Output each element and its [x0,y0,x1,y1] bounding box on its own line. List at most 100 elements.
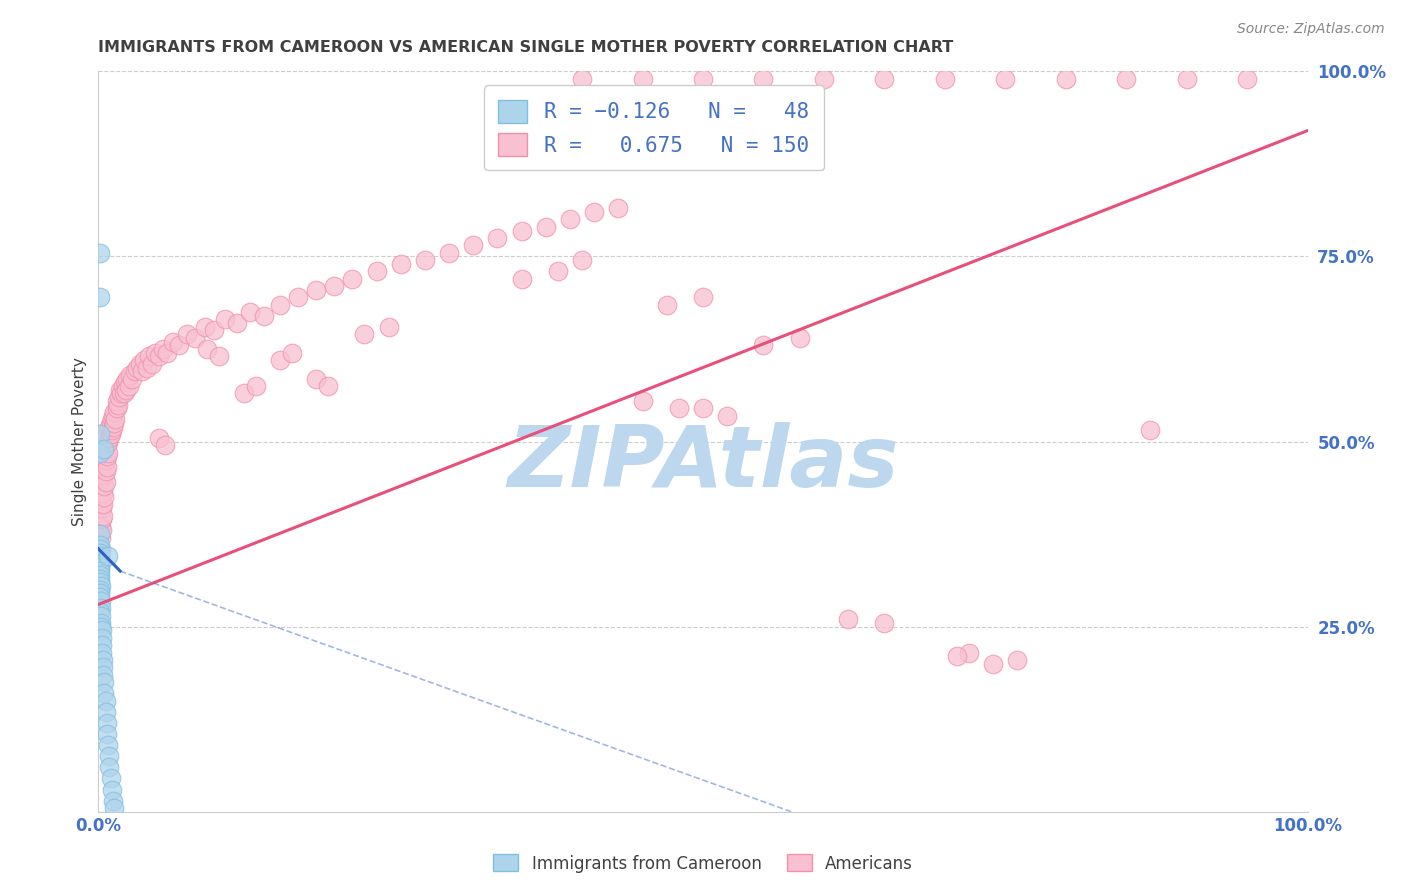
Point [148,431,170,445]
Point [305,371,328,385]
Point [239,305,262,319]
Point [184,331,207,345]
Point [214,312,236,326]
Point [89,575,111,590]
Point [837,612,859,626]
Point [98,419,121,434]
Point [946,649,969,664]
Point [90,519,112,533]
Point [104,412,127,426]
Point [169,338,191,352]
Point [135,360,157,375]
Point [148,350,170,364]
Point [94,464,117,478]
Point [89,541,111,556]
Point [93,686,115,700]
Point [89,557,111,571]
Point [93,442,115,456]
Point [558,212,581,227]
Point [89,560,111,574]
Point [110,386,132,401]
Point [96,438,118,452]
Point [97,738,120,752]
Point [89,564,111,578]
Point [100,424,122,438]
Point [100,427,122,442]
Point [89,590,111,604]
Point [1007,653,1029,667]
Point [89,290,111,304]
Point [91,660,114,674]
Point [463,238,485,252]
Point [98,749,121,764]
Point [89,546,111,560]
Point [91,501,114,516]
Point [510,223,533,237]
Point [353,327,375,342]
Point [94,694,117,708]
Point [208,350,231,364]
Point [93,490,115,504]
Point [94,705,117,719]
Point [96,450,118,464]
Point [101,419,124,434]
Point [97,434,120,449]
Point [1139,424,1161,438]
Point [90,579,112,593]
Point [118,368,141,382]
Y-axis label: Single Mother Poverty: Single Mother Poverty [72,357,87,526]
Point [89,445,111,459]
Point [413,253,436,268]
Point [89,582,111,597]
Point [752,338,775,352]
Point [1115,71,1137,86]
Point [108,390,131,404]
Point [692,290,714,304]
Point [91,508,114,523]
Point [91,631,114,645]
Point [111,379,134,393]
Point [141,357,163,371]
Point [89,605,111,619]
Point [90,615,112,630]
Point [245,379,267,393]
Point [692,71,714,86]
Point [957,646,980,660]
Point [631,71,654,86]
Point [176,327,198,342]
Point [101,409,124,423]
Point [100,416,122,430]
Point [89,572,111,586]
Point [571,71,593,86]
Point [91,486,114,500]
Point [115,383,138,397]
Point [89,538,111,552]
Point [107,398,129,412]
Point [98,760,121,774]
Point [204,324,226,338]
Point [91,498,114,512]
Point [342,271,364,285]
Point [118,379,141,393]
Point [128,357,150,371]
Point [994,71,1017,86]
Point [316,379,339,393]
Point [305,283,328,297]
Point [91,646,114,660]
Point [91,624,114,638]
Point [692,401,714,416]
Point [105,401,128,416]
Point [226,316,249,330]
Point [89,586,111,600]
Point [97,424,120,438]
Point [90,531,112,545]
Point [93,479,115,493]
Point [89,553,111,567]
Point [98,431,121,445]
Point [94,453,117,467]
Point [90,619,112,633]
Point [94,475,117,490]
Point [510,271,533,285]
Point [89,560,111,574]
Point [96,460,118,475]
